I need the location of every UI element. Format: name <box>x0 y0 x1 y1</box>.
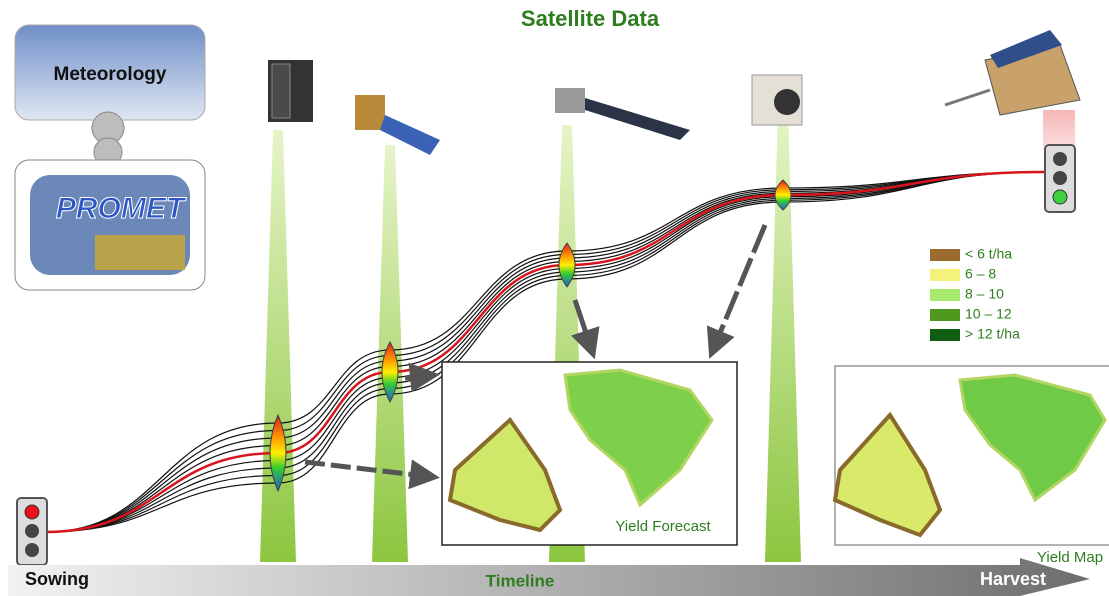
curve <box>44 171 1046 533</box>
curve <box>44 171 1046 533</box>
curve <box>44 171 1046 533</box>
field-map <box>563 368 714 508</box>
curve <box>44 171 1046 533</box>
forecast-curves <box>44 170 1046 534</box>
promet-label: PROMET <box>56 192 187 225</box>
meteorology-label: Meteorology <box>54 64 167 85</box>
curve <box>44 171 1046 533</box>
lenses <box>269 179 792 493</box>
field-map <box>958 373 1107 503</box>
traffic-light-start <box>16 497 48 566</box>
legend-swatch <box>930 249 960 261</box>
lens <box>381 340 399 404</box>
sowing-label: Sowing <box>25 569 89 589</box>
title: Satellite Data <box>521 6 660 31</box>
arrows <box>304 224 768 490</box>
legend-label: < 6 t/ha <box>965 246 1012 262</box>
yield-forecast-label: Yield Forecast <box>615 518 711 535</box>
timeline-arrow <box>8 558 1090 596</box>
legend-label: > 12 t/ha <box>965 326 1020 342</box>
field-map <box>832 411 943 538</box>
yield-map-label: Yield Map <box>1037 549 1103 566</box>
legend-label: 10 – 12 <box>965 306 1012 322</box>
lens <box>269 413 287 493</box>
legend-swatch <box>930 269 960 281</box>
field-map <box>447 416 563 533</box>
lens <box>558 242 576 288</box>
traffic-light-end <box>1044 144 1076 213</box>
red-curve <box>44 170 1046 534</box>
promet-images <box>95 235 185 270</box>
curve <box>44 171 1046 533</box>
harvest-label: Harvest <box>980 569 1046 589</box>
curve <box>44 171 1046 533</box>
gears <box>91 111 125 167</box>
legend-swatch <box>930 309 960 321</box>
legend: < 6 t/ha 6 – 8 8 – 10 10 – 12 > 12 t/ha <box>930 246 1020 342</box>
legend-swatch <box>930 329 960 341</box>
lens <box>774 179 792 211</box>
timeline-label: Timeline <box>486 571 555 590</box>
satellites <box>268 30 1081 155</box>
legend-swatch <box>930 289 960 301</box>
legend-label: 6 – 8 <box>965 266 996 282</box>
curve <box>44 171 1046 533</box>
legend-label: 8 – 10 <box>965 286 1004 302</box>
